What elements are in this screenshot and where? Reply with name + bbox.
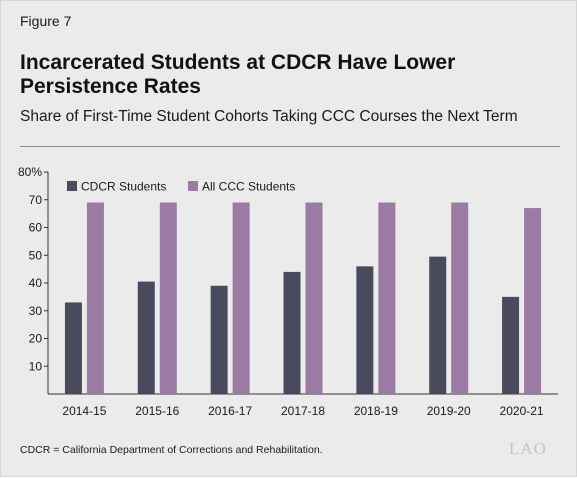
- x-tick-label: 2016-17: [208, 404, 252, 418]
- bar-cdcr-students: [283, 271, 301, 394]
- y-tick-label: 60: [29, 221, 43, 235]
- bar-cdcr-students: [64, 302, 82, 394]
- y-tick-label: 10: [29, 359, 43, 373]
- x-tick-label: 2017-18: [281, 404, 325, 418]
- footnote: CDCR = California Department of Correcti…: [20, 444, 323, 456]
- y-tick-label: 40: [29, 276, 43, 290]
- x-tick-label: 2015-16: [135, 404, 179, 418]
- bar-all-ccc-students: [86, 202, 104, 394]
- bar-all-ccc-students: [305, 202, 323, 394]
- bar-all-ccc-students: [451, 202, 469, 394]
- y-tick-label: 30: [29, 304, 43, 318]
- figure-label: Figure 7: [20, 13, 72, 29]
- x-tick-label: 2014-15: [62, 404, 106, 418]
- y-tick-label: 20: [29, 332, 43, 346]
- bar-cdcr-students: [429, 256, 447, 394]
- bar-all-ccc-students: [378, 202, 396, 394]
- lao-logo: LAO: [509, 439, 547, 458]
- y-tick-label: 70: [29, 193, 43, 207]
- y-tick-label: 50: [29, 248, 43, 262]
- bar-cdcr-students: [502, 296, 520, 394]
- x-tick-label: 2018-19: [354, 404, 398, 418]
- legend-swatch: [67, 181, 77, 191]
- x-tick-label: 2020-21: [500, 404, 544, 418]
- legend-label: CDCR Students: [81, 180, 166, 194]
- x-tick-label: 2019-20: [427, 404, 471, 418]
- chart-subtitle: Share of First-Time Student Cohorts Taki…: [20, 108, 518, 125]
- bar-cdcr-students: [137, 281, 155, 394]
- legend-swatch: [188, 181, 198, 191]
- chart-title: Incarcerated Students at CDCR Have Lower…: [20, 51, 456, 98]
- bar-all-ccc-students: [524, 208, 542, 394]
- bar-all-ccc-students: [159, 202, 177, 394]
- bar-cdcr-students: [210, 285, 228, 394]
- title-divider: [20, 146, 560, 147]
- y-tick-label: 80%: [18, 165, 42, 179]
- legend-label: All CCC Students: [202, 180, 295, 194]
- bar-all-ccc-students: [232, 202, 250, 394]
- bar-cdcr-students: [356, 266, 374, 394]
